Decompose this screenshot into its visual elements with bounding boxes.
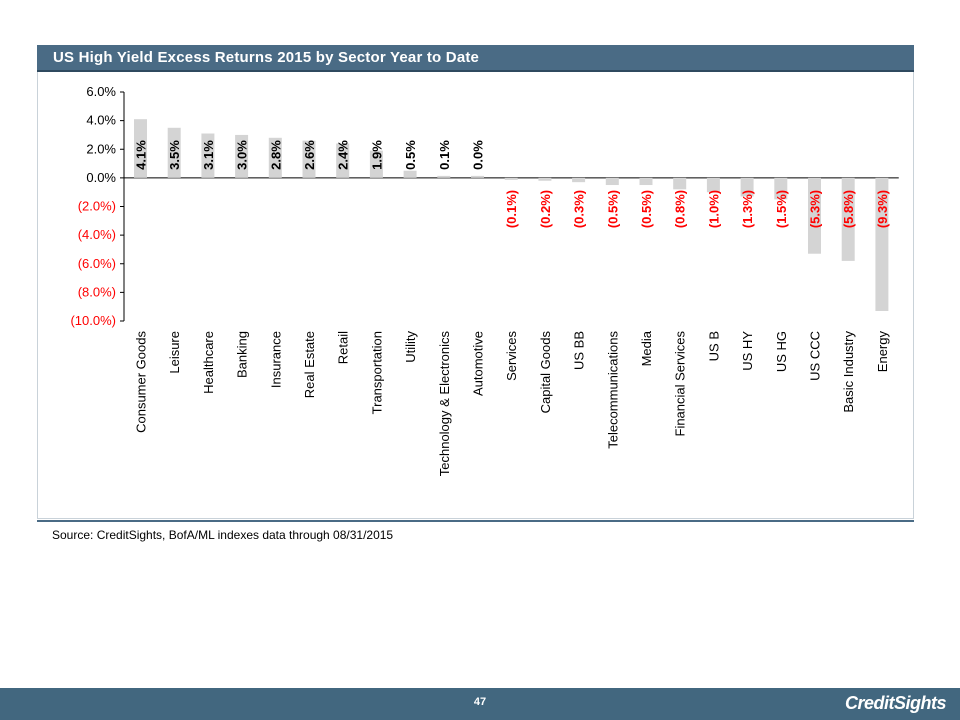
category-label: Media	[639, 330, 654, 366]
category-label: Insurance	[268, 331, 283, 388]
data-label: (0.1%)	[504, 190, 519, 228]
y-tick-label: (8.0%)	[78, 284, 116, 299]
data-label: 0.0%	[471, 140, 486, 170]
page-number: 47	[473, 696, 487, 708]
bar	[538, 177, 552, 181]
data-label: 3.1%	[201, 140, 216, 170]
bar	[471, 175, 484, 178]
bar	[639, 177, 653, 186]
bar	[201, 133, 215, 178]
category-label: Financial Services	[673, 331, 688, 437]
category-label: US HY	[740, 331, 755, 371]
bar	[841, 177, 855, 261]
category-label: Technology & Electronics	[437, 331, 452, 477]
bar	[572, 177, 586, 183]
category-label: Transportation	[369, 331, 384, 414]
category-label: Leisure	[167, 331, 182, 374]
y-tick-label: (6.0%)	[78, 256, 116, 271]
data-label: 0.1%	[437, 140, 452, 170]
data-label: (0.5%)	[605, 190, 620, 228]
bar	[403, 170, 417, 178]
data-label: (0.3%)	[572, 190, 587, 228]
bar	[302, 140, 316, 178]
bar	[167, 127, 181, 178]
bar	[808, 177, 821, 254]
source-note: Source: CreditSights, BofA/ML indexes da…	[52, 528, 394, 542]
category-label: Banking	[235, 331, 250, 378]
category-label: Real Estate	[302, 331, 317, 398]
brand-logo: CreditSights	[844, 693, 947, 713]
data-label: (9.3%)	[875, 190, 890, 228]
bar	[369, 150, 383, 178]
category-label: US HG	[774, 331, 789, 372]
data-label: (0.2%)	[538, 190, 553, 228]
bar	[235, 134, 249, 178]
category-label: Energy	[875, 331, 890, 373]
data-label: (5.8%)	[841, 190, 856, 228]
chart-title: US High Yield Excess Returns 2015 by Sec…	[53, 49, 480, 66]
bar	[673, 177, 687, 190]
data-label: (0.8%)	[673, 190, 688, 228]
category-label: Retail	[336, 331, 351, 364]
y-tick-label: (10.0%)	[70, 313, 116, 328]
y-tick-label: 0.0%	[86, 170, 116, 185]
data-label: (1.0%)	[706, 190, 721, 228]
category-label: Capital Goods	[538, 331, 553, 414]
chart-frame	[37, 45, 914, 519]
category-label: US BB	[572, 331, 587, 370]
y-tick-label: (4.0%)	[78, 227, 116, 242]
y-tick-label: 4.0%	[86, 113, 116, 128]
bar	[437, 175, 451, 178]
chart-header: US High Yield Excess Returns 2015 by Sec…	[37, 45, 914, 72]
data-label: (5.3%)	[808, 190, 823, 228]
data-label: 2.6%	[302, 140, 317, 170]
data-label: 1.9%	[369, 140, 384, 170]
category-label: Services	[504, 331, 519, 381]
y-tick-label: (2.0%)	[78, 199, 116, 214]
bar	[504, 177, 518, 180]
bar	[134, 119, 147, 178]
footer-bar: 47 CreditSights	[0, 688, 960, 720]
bar	[740, 177, 754, 197]
bar	[774, 177, 788, 200]
data-label: (0.5%)	[639, 190, 654, 228]
data-label: 0.5%	[403, 140, 418, 170]
data-label: 3.0%	[235, 140, 250, 170]
category-label: Utility	[403, 331, 418, 363]
category-label: Healthcare	[201, 331, 216, 394]
source-divider	[37, 520, 914, 522]
data-label: 3.5%	[167, 140, 182, 170]
category-label: Consumer Goods	[134, 331, 149, 433]
category-label: Telecommunications	[605, 331, 620, 449]
bar	[706, 177, 720, 193]
data-label: 2.4%	[336, 140, 351, 170]
data-label: (1.3%)	[740, 190, 755, 228]
category-label: US CCC	[808, 331, 823, 381]
data-label: 4.1%	[134, 140, 149, 170]
bar	[268, 137, 282, 178]
y-tick-label: 6.0%	[86, 84, 116, 99]
data-label: (1.5%)	[774, 190, 789, 228]
category-label: Automotive	[471, 331, 486, 396]
category-label: US B	[706, 331, 721, 361]
data-label: 2.8%	[268, 140, 283, 170]
bar	[605, 177, 619, 186]
category-label: Basic Industry	[841, 331, 856, 413]
y-tick-label: 2.0%	[86, 141, 116, 156]
bar	[336, 143, 350, 178]
bar	[875, 177, 889, 311]
